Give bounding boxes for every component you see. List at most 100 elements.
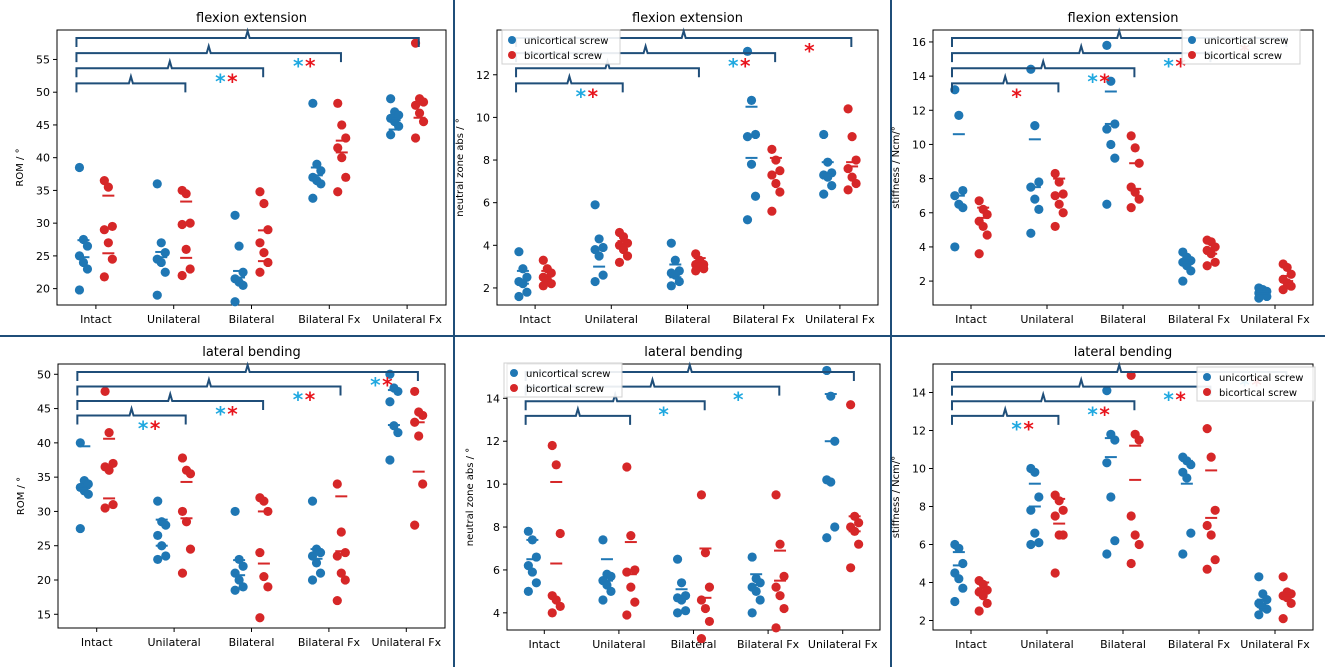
data-point [337, 120, 347, 130]
significance-star: * [305, 388, 316, 412]
data-point [1206, 452, 1216, 462]
data-point [974, 249, 984, 259]
significance-bracket [76, 375, 342, 396]
significance-bracket [951, 57, 1136, 78]
data-point [594, 234, 604, 244]
y-tick-label: 14 [486, 392, 500, 405]
data-point [1262, 291, 1272, 302]
y-axis-label: ROM / ° [15, 148, 26, 186]
significance-star: * [293, 54, 304, 78]
significance-star: * [1099, 69, 1110, 93]
data-point [666, 281, 676, 291]
significance-bracket [76, 404, 187, 425]
significance-star: * [804, 39, 815, 63]
data-point [1134, 435, 1144, 445]
y-tick-label: 6 [919, 207, 926, 220]
data-point [614, 257, 625, 267]
data-point [153, 554, 163, 565]
data-point [386, 130, 396, 140]
x-tick-label: Unilateral [585, 313, 638, 326]
data-point [950, 242, 960, 252]
data-point [746, 159, 757, 169]
data-point [598, 535, 608, 545]
significance-star: * [215, 69, 226, 93]
y-tick-label: 50 [37, 368, 51, 381]
data-point [527, 567, 537, 577]
y-tick-label: 8 [483, 154, 490, 167]
data-point [1278, 614, 1288, 624]
significance-star: * [215, 402, 226, 426]
significance-bracket [75, 57, 265, 78]
x-tick-label: Intact [955, 638, 987, 651]
data-point [700, 548, 711, 558]
data-point [82, 264, 93, 274]
data-point [771, 178, 781, 189]
legend-marker [510, 384, 518, 392]
data-point [410, 520, 420, 530]
data-point [750, 129, 761, 140]
data-point [1130, 187, 1140, 197]
x-tick-label: Unilateral Fx [372, 313, 442, 326]
chart-title: lateral bending [202, 345, 301, 360]
data-point [185, 469, 196, 479]
data-point [696, 490, 707, 500]
chart-title: flexion extension [632, 11, 743, 26]
x-tick-label: Intact [955, 313, 987, 326]
data-point [954, 110, 964, 121]
data-point [1026, 539, 1036, 550]
data-point [1210, 242, 1220, 252]
data-point [598, 595, 608, 605]
data-point [414, 431, 424, 441]
data-point [185, 544, 196, 554]
data-point [177, 506, 188, 517]
data-point [974, 196, 984, 206]
data-point [332, 595, 342, 606]
data-point [82, 241, 93, 251]
data-point [1026, 505, 1036, 515]
x-tick-label: Bilateral [665, 313, 711, 326]
data-point [676, 578, 687, 588]
data-point [514, 247, 524, 257]
data-point [691, 266, 701, 276]
x-tick-label: Bilateral [229, 636, 275, 649]
legend-marker [1203, 388, 1211, 396]
significance-star: * [138, 417, 149, 441]
x-tick-label: Unilateral [592, 638, 645, 651]
data-point [393, 427, 403, 438]
significance-star: * [293, 388, 304, 412]
data-point [1130, 143, 1140, 153]
legend-marker [1203, 373, 1211, 381]
data-point [1050, 511, 1060, 521]
data-point [1102, 386, 1112, 396]
data-point [308, 98, 318, 108]
data-point [418, 117, 429, 127]
data-point [230, 210, 240, 220]
x-tick-label: Unilateral [1020, 313, 1073, 326]
data-point [1182, 473, 1192, 483]
significance-star: * [305, 54, 316, 78]
x-tick-label: Unilateral [1020, 638, 1073, 651]
data-point [103, 238, 113, 248]
data-point [523, 586, 533, 596]
y-tick-label: 6 [919, 539, 926, 552]
data-point [555, 601, 565, 612]
data-point [674, 276, 684, 287]
data-point [410, 133, 421, 143]
data-point [666, 238, 676, 248]
significance-star: * [150, 417, 161, 441]
data-point [555, 528, 565, 539]
data-point [230, 585, 240, 595]
data-point [100, 503, 110, 513]
data-point [538, 255, 548, 265]
chart-title: lateral bending [1074, 345, 1173, 360]
significance-star: * [227, 402, 238, 426]
legend-marker [508, 51, 516, 59]
data-point [823, 172, 833, 182]
significance-bracket [75, 72, 187, 93]
y-axis-label: stiffness / Ncm/° [891, 126, 902, 209]
legend-label: unicortical screw [526, 369, 610, 380]
data-point [336, 527, 346, 537]
data-point [547, 440, 557, 451]
